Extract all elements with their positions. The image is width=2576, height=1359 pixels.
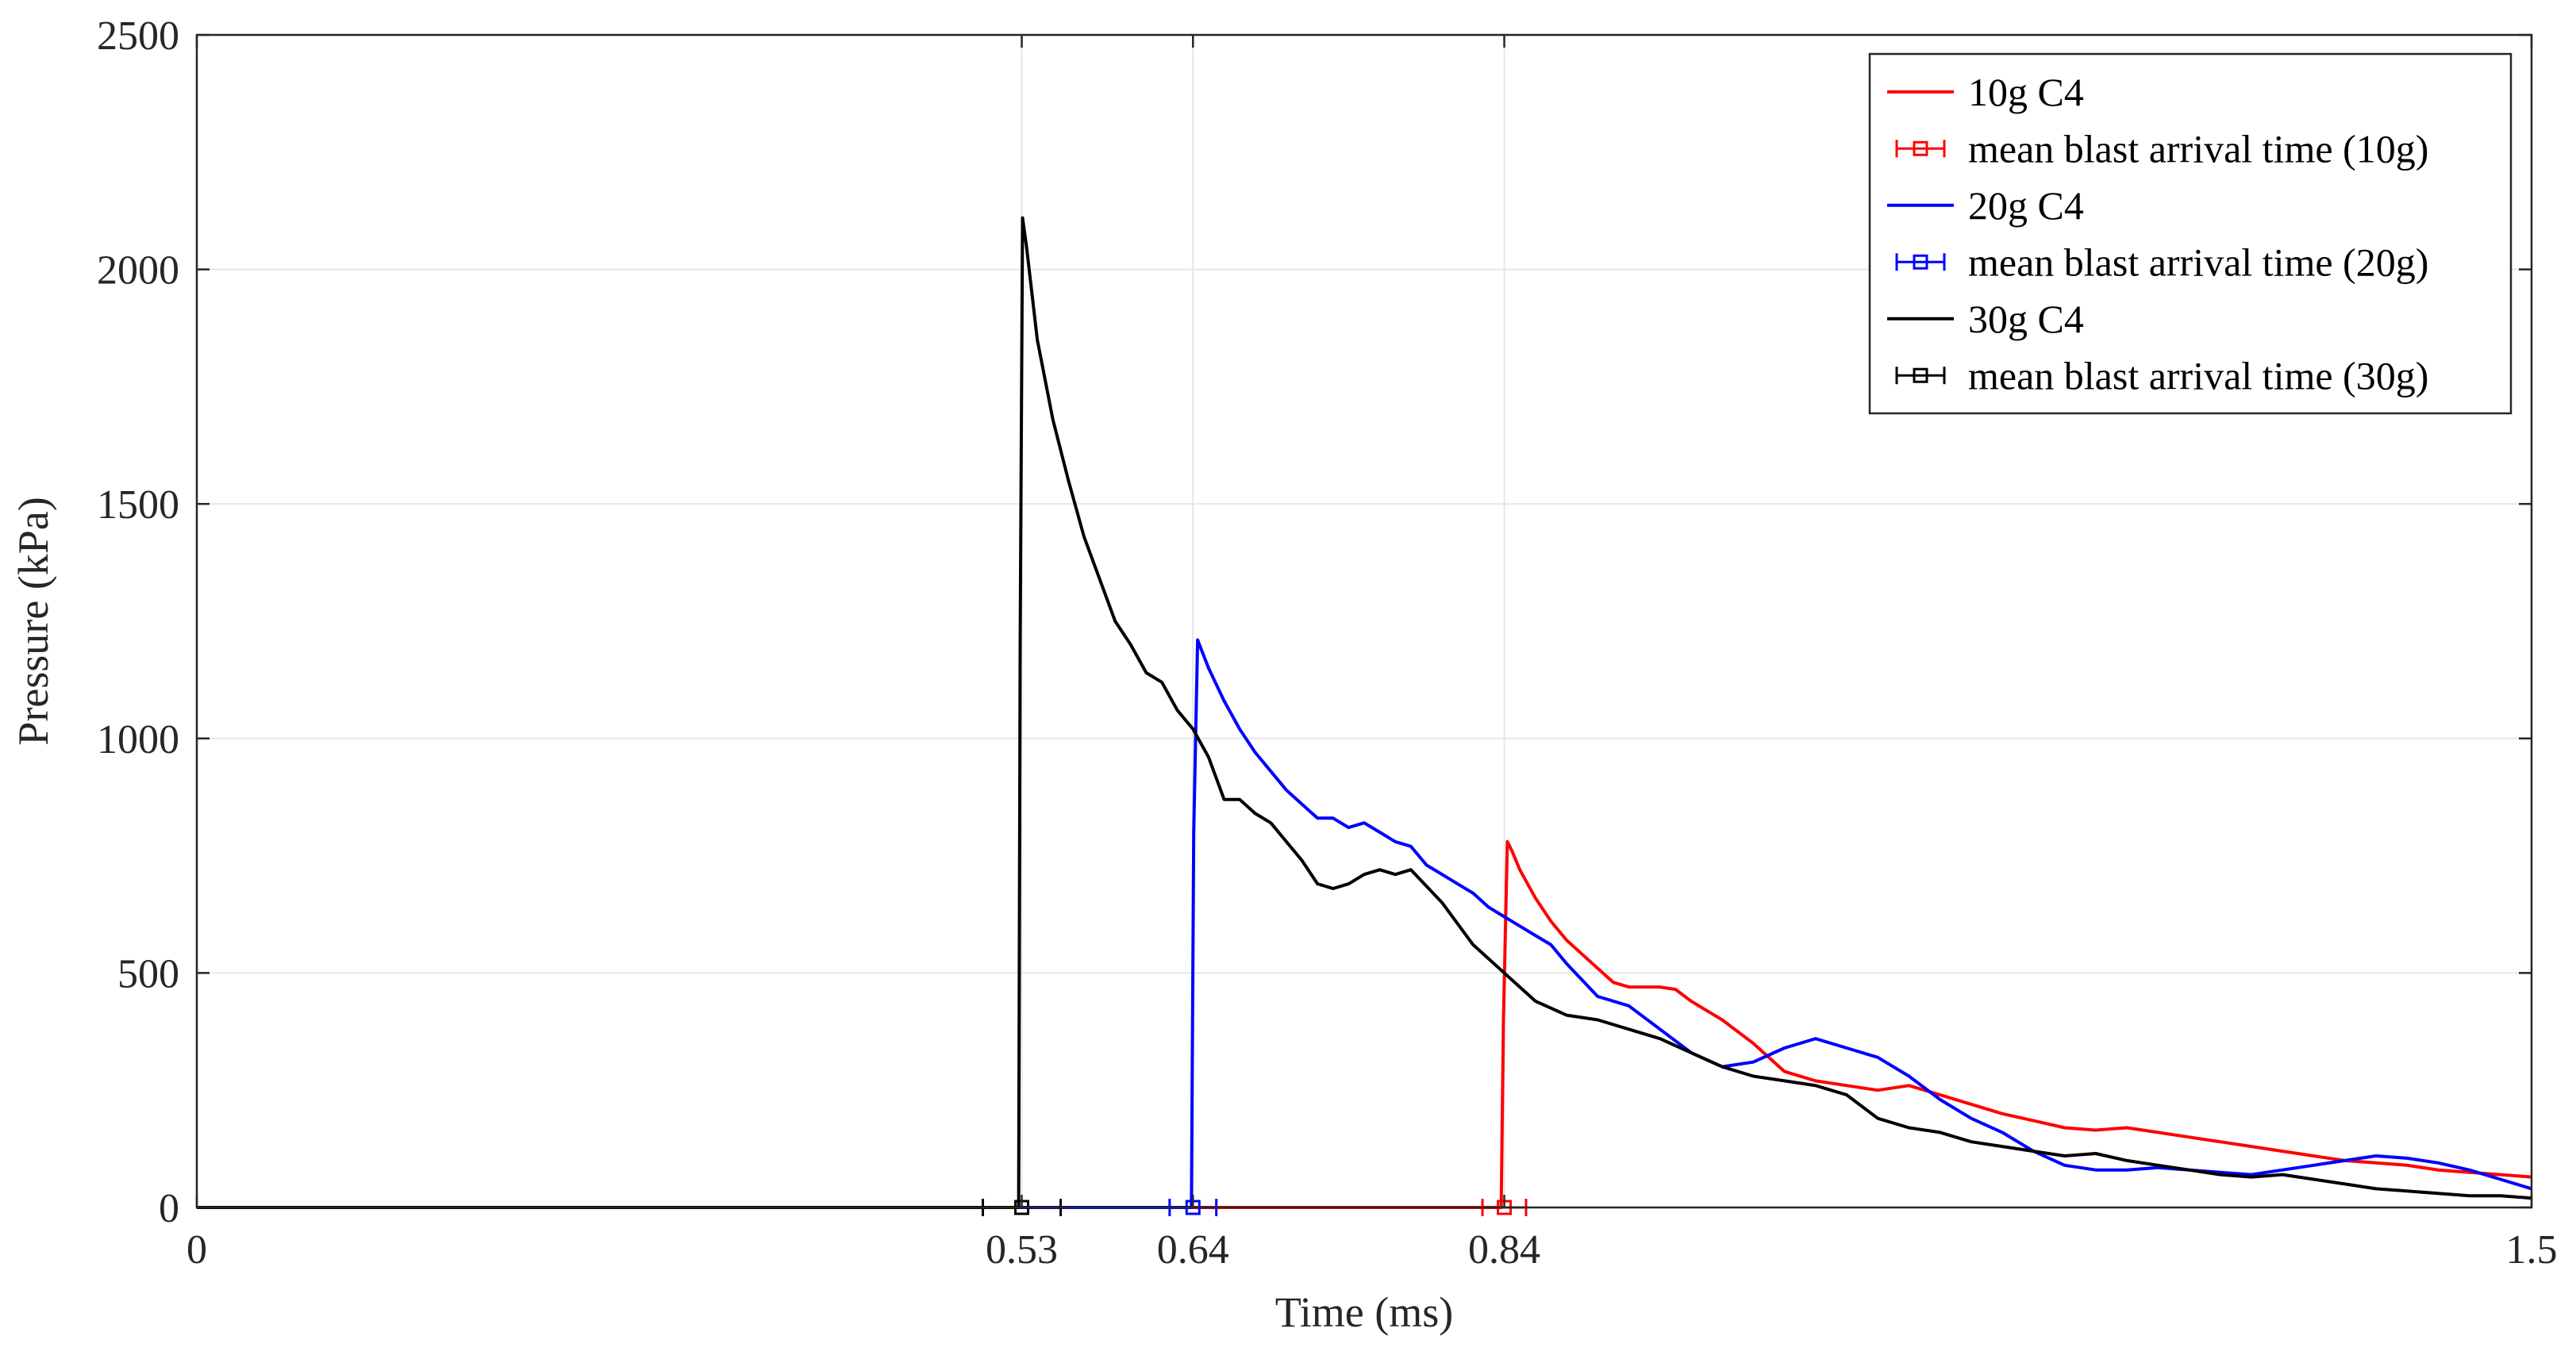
legend-label: 10g C4: [1968, 70, 2084, 114]
legend-box: [1868, 52, 2513, 415]
legend-label: 30g C4: [1968, 297, 2084, 341]
legend-errorbar-swatch: [1895, 140, 1946, 158]
y-tick-label: 0: [159, 1186, 179, 1231]
errorbar-marker: [1913, 254, 1928, 270]
legend-errorbar-swatch: [1895, 253, 1946, 271]
errorbar-marker: [1913, 367, 1928, 383]
legend-label: mean blast arrival time (20g): [1968, 240, 2428, 284]
x-tick-label: 0: [186, 1227, 207, 1273]
ticks: [195, 33, 2533, 1209]
legend-errorbar-swatch: [1895, 367, 1946, 385]
series-line: [197, 839, 2532, 1209]
x-tick-label: 0.84: [1468, 1227, 1540, 1273]
y-tick-label: 2500: [97, 13, 179, 59]
plot-area: [197, 216, 2532, 1209]
legend: 10g C4 mean blast arrival time (10g) 20g C…: [1868, 52, 2513, 415]
x-axis-label: Time (ms): [1275, 1288, 1454, 1336]
y-tick-label: 500: [117, 951, 179, 996]
y-tick-label: 2000: [97, 248, 179, 294]
axes-box: [195, 33, 2533, 1209]
x-tick-label: 0.53: [986, 1227, 1058, 1273]
legend-label: mean blast arrival time (30g): [1968, 353, 2428, 397]
series-line: [197, 638, 2532, 1209]
errorbar-marker: [1913, 140, 1928, 156]
series-line: [197, 216, 2532, 1209]
tick-labels: 0 0.53 0.64 0.84 1.5 0 500 1000 1500 2000 2500: [97, 13, 2558, 1273]
x-tick-label: 0.64: [1157, 1227, 1229, 1273]
legend-label: mean blast arrival time (10g): [1968, 126, 2428, 171]
y-tick-label: 1000: [97, 717, 179, 762]
x-tick-label: 1.5: [2506, 1227, 2558, 1273]
y-axis-label: Pressure (kPa): [10, 497, 57, 745]
legend-label: 20g C4: [1968, 183, 2084, 228]
y-tick-label: 1500: [97, 482, 179, 528]
